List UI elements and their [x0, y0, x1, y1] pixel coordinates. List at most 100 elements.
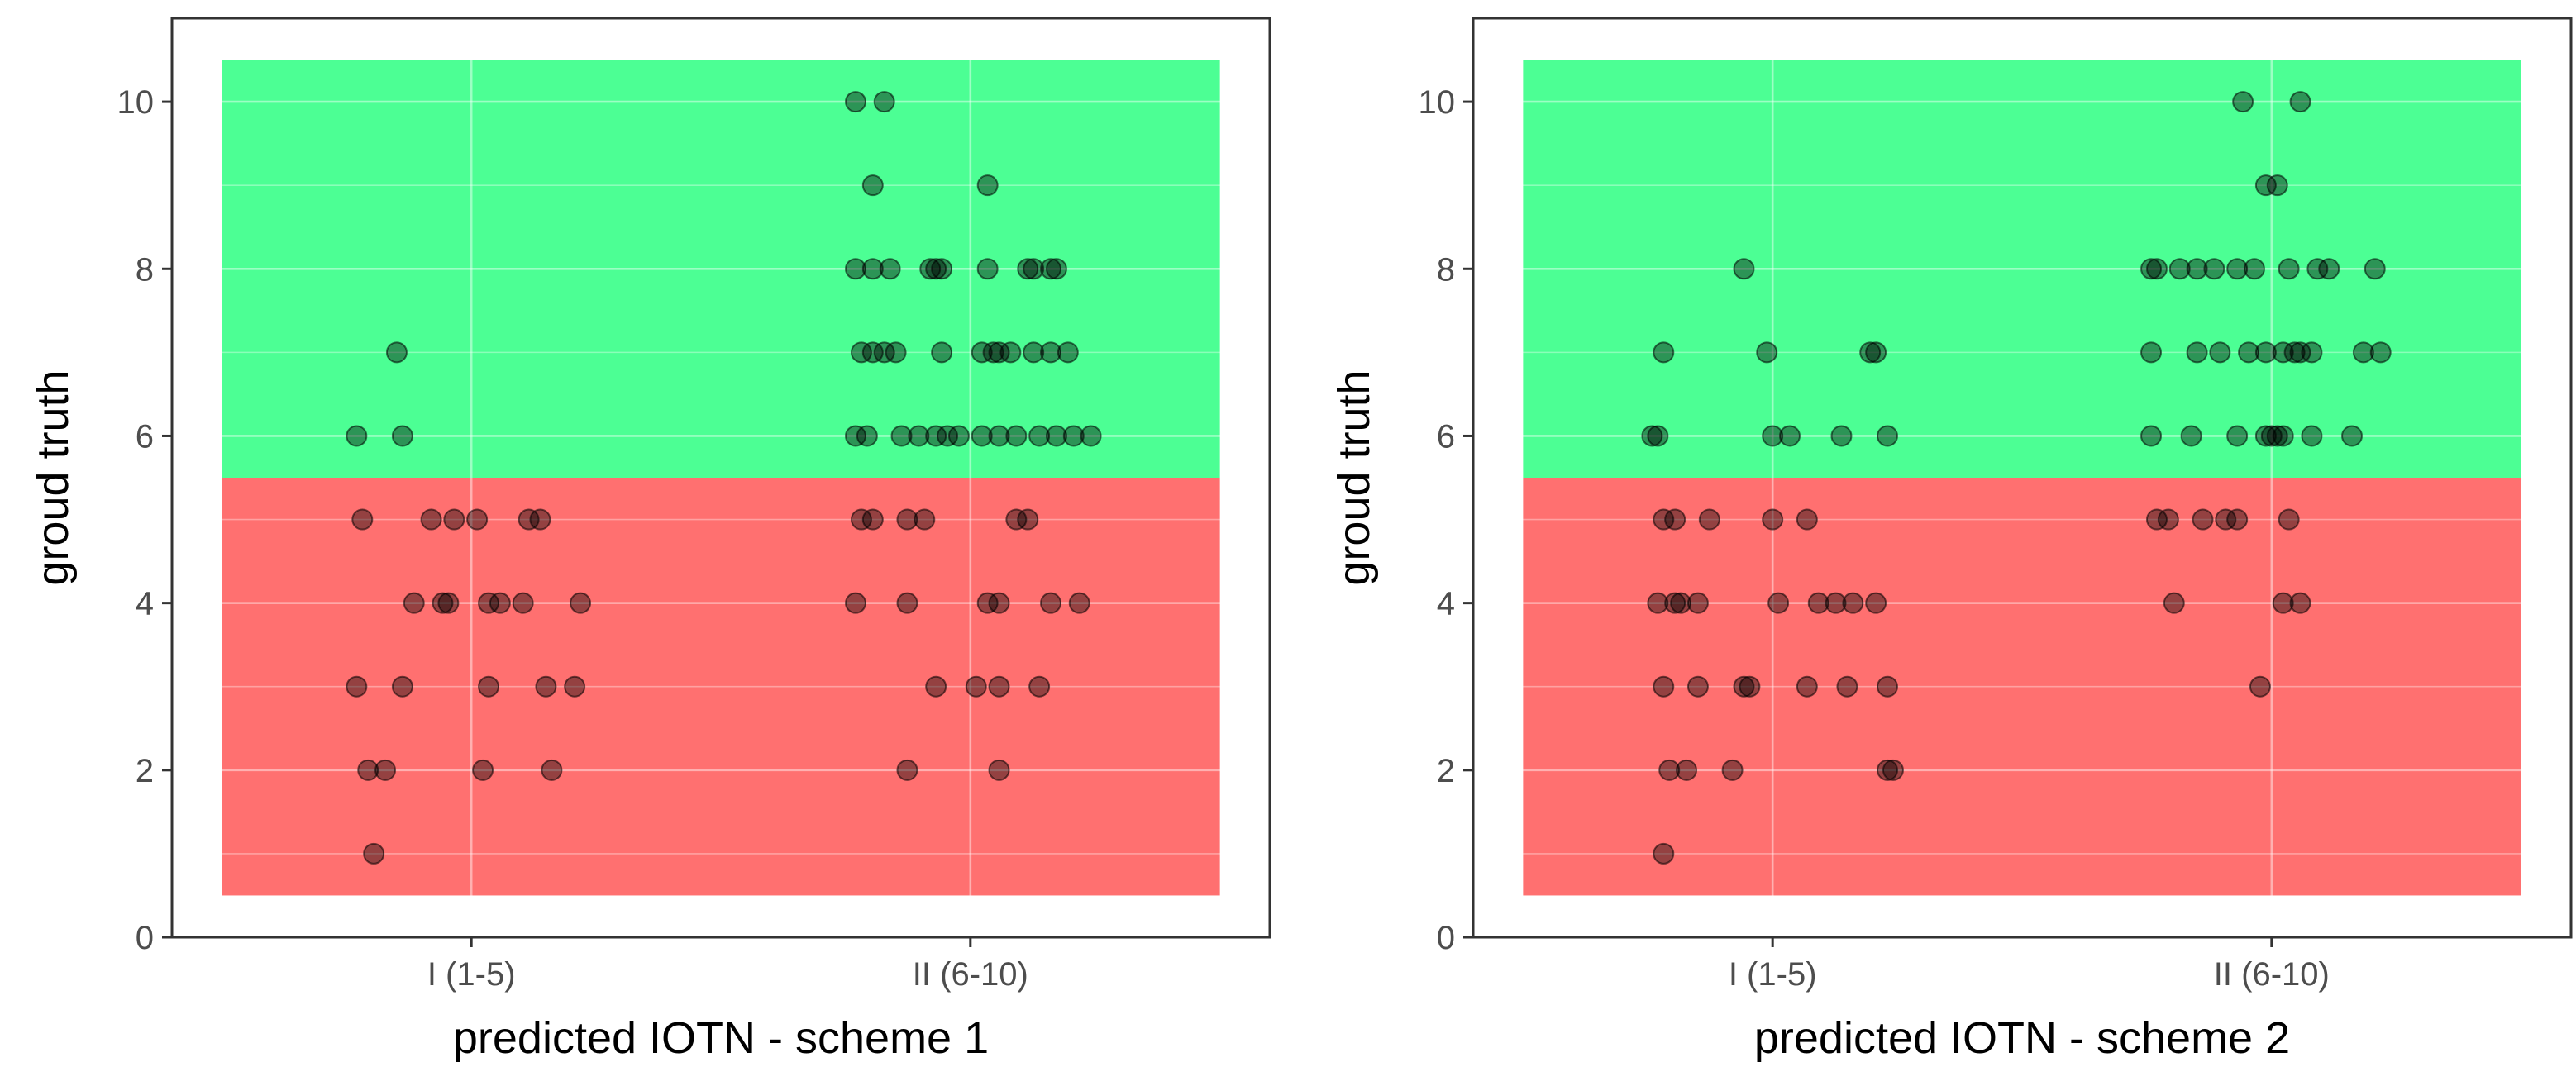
data-point [844, 425, 866, 447]
data-point [1653, 842, 1675, 865]
data-point [2260, 425, 2283, 447]
data-point [982, 341, 1004, 364]
data-point [1062, 425, 1085, 447]
data-point [2278, 508, 2300, 531]
data-point [2249, 675, 2271, 698]
data-point [896, 759, 918, 781]
x-axis-title: predicted IOTN - scheme 2 [1754, 1013, 2290, 1063]
y-axis-title: groud truth [1329, 369, 1379, 585]
data-point [896, 592, 918, 614]
data-point [1653, 675, 1675, 698]
data-point [919, 258, 942, 280]
data-point [1670, 592, 1692, 614]
data-point [1005, 508, 1028, 531]
data-point [1698, 508, 1720, 531]
data-point [937, 425, 959, 447]
data-point [1830, 425, 1853, 447]
data-point [2272, 341, 2294, 364]
data-point [1825, 592, 1847, 614]
data-point [2238, 341, 2260, 364]
data-point [1762, 508, 1784, 531]
data-point [466, 508, 489, 531]
data-point [1739, 675, 1761, 698]
region-upper [222, 60, 1220, 478]
data-point [925, 675, 947, 698]
data-point [1676, 759, 1698, 781]
data-point [1045, 425, 1067, 447]
data-point [529, 508, 551, 531]
data-point [2226, 425, 2249, 447]
y-tick-label: 6 [136, 418, 154, 455]
data-point [541, 759, 563, 781]
data-point [1023, 341, 1045, 364]
data-point [1859, 341, 1882, 364]
data-point [2301, 425, 2323, 447]
data-point [988, 425, 1010, 447]
data-point [2168, 258, 2191, 280]
data-point [1756, 341, 1778, 364]
data-point [1686, 675, 1709, 698]
data-point [472, 759, 494, 781]
data-point [2157, 508, 2179, 531]
data-point [1796, 508, 1818, 531]
data-point [2289, 91, 2311, 113]
data-point [931, 258, 953, 280]
data-point [1807, 592, 1829, 614]
data-point [976, 592, 999, 614]
data-point [374, 759, 397, 781]
data-point [2283, 341, 2306, 364]
panel-border [170, 17, 1271, 939]
data-point [2145, 508, 2168, 531]
data-point [1796, 675, 1818, 698]
y-tick-label: 8 [136, 251, 154, 288]
data-point [1664, 592, 1686, 614]
data-point [1877, 759, 1899, 781]
data-point [570, 592, 592, 614]
data-point [844, 91, 866, 113]
data-point [2203, 258, 2225, 280]
data-point [2254, 341, 2277, 364]
data-point [2140, 341, 2163, 364]
region-lower [222, 478, 1220, 896]
data-point [2186, 258, 2208, 280]
data-point [391, 675, 413, 698]
region-upper [1523, 60, 2521, 478]
data-point [2232, 91, 2254, 113]
data-point [385, 341, 408, 364]
data-point [885, 341, 907, 364]
data-point [2266, 174, 2288, 197]
data-point [850, 508, 872, 531]
y-tick-label: 8 [1437, 251, 1455, 288]
data-point [2145, 258, 2168, 280]
data-point [351, 508, 374, 531]
data-point [1658, 759, 1681, 781]
data-point [861, 508, 884, 531]
data-point [1779, 425, 1801, 447]
data-point [357, 759, 379, 781]
data-point [2186, 341, 2208, 364]
data-point [988, 759, 1010, 781]
panel-scheme-1: 0 2 4 6 8 10 I (1-5) II (6-10) predicted IOTN - … [28, 17, 1271, 1063]
data-point [861, 341, 884, 364]
y-tick-label: 6 [1437, 418, 1455, 455]
data-point [437, 592, 460, 614]
data-point [432, 592, 454, 614]
data-point [1080, 425, 1102, 447]
data-point [2163, 592, 2185, 614]
data-point [2254, 174, 2277, 197]
data-point [1877, 675, 1899, 698]
data-point [2272, 425, 2294, 447]
data-point [931, 341, 953, 364]
data-point [1028, 675, 1051, 698]
data-point [2341, 425, 2364, 447]
data-point [1767, 592, 1790, 614]
y-tick-label: 10 [1419, 84, 1456, 121]
y-tick-label: 2 [136, 753, 154, 789]
data-point [2254, 425, 2277, 447]
data-point [1686, 592, 1709, 614]
data-point [999, 341, 1022, 364]
x-tick-label: II (6-10) [913, 956, 1028, 993]
data-point [976, 174, 999, 197]
data-point [890, 425, 913, 447]
